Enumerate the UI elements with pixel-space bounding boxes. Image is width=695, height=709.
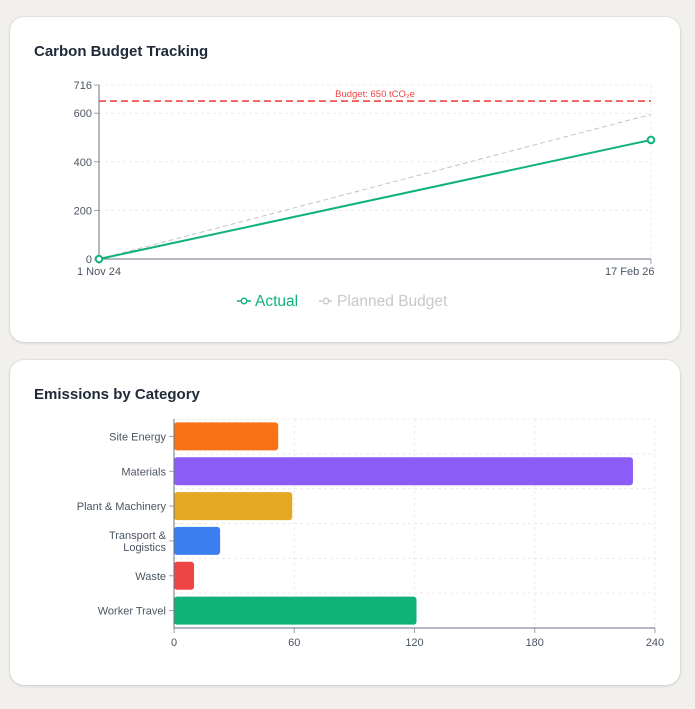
card-title: Emissions by Category [34, 386, 200, 403]
carbon-budget-card: Carbon Budget Tracking 0 200 400 600 716 1 No… [10, 17, 680, 342]
legend-item: Planned Budget [319, 293, 448, 310]
legend-marker [240, 297, 248, 305]
emissions-bar-chart: 0 60 120 180 240 Site Energy Materials Plant & … [77, 418, 664, 649]
x-tick-label: 1 Nov 24 [77, 266, 121, 278]
legend-marker [322, 297, 330, 305]
y-tick-label: 600 [74, 108, 92, 120]
category-label-line: Transport & [109, 530, 167, 542]
bar-waste [174, 561, 195, 590]
category-label-line: Site Energy [109, 431, 166, 443]
category-label: Materials [121, 466, 166, 478]
category-label: Plant & Machinery [77, 501, 167, 513]
legend-item: Actual [237, 293, 298, 310]
category-label: Waste [135, 571, 166, 583]
bar-worker-travel [174, 596, 417, 625]
category-label-line: Plant & Machinery [77, 501, 167, 513]
series-line-planned-budget [98, 113, 652, 260]
carbon-budget-line-chart: 0 200 400 600 716 1 Nov 24 17 Feb 26 Budget: 65… [74, 80, 656, 310]
series-line-actual [98, 138, 652, 260]
category-label: Transport & Logistics [109, 530, 167, 554]
data-point [646, 135, 656, 145]
x-tick-label: 240 [646, 637, 664, 649]
y-tick-label: 400 [74, 157, 92, 169]
bar-materials [174, 457, 633, 486]
x-tick-label: 60 [288, 637, 300, 649]
emissions-category-card: Emissions by Category 0 60 120 180 240 Site E… [10, 360, 680, 685]
category-label-line: Logistics [123, 542, 166, 554]
category-label: Site Energy [109, 431, 166, 443]
card-title: Carbon Budget Tracking [34, 43, 209, 60]
x-tick-label: 120 [405, 637, 423, 649]
y-tick-label: 200 [74, 205, 92, 217]
y-tick-label: 0 [86, 254, 92, 266]
y-tick-label: 716 [74, 80, 92, 92]
data-point [94, 254, 104, 264]
bar-plant-machinery [174, 492, 293, 521]
category-label-line: Materials [121, 466, 166, 478]
legend-label: Planned Budget [337, 293, 448, 310]
budget-reference-label: Budget: 650 tCO₂e [335, 89, 415, 100]
x-tick-label: 180 [526, 637, 544, 649]
category-label: Worker Travel [98, 606, 166, 618]
category-label-line: Worker Travel [98, 606, 166, 618]
bar-transport-logistics [174, 526, 221, 555]
x-tick-label: 0 [171, 637, 177, 649]
bar-site-energy [174, 422, 279, 451]
legend-label: Actual [255, 293, 298, 310]
category-label-line: Waste [135, 571, 166, 583]
x-tick-label: 17 Feb 26 [605, 266, 655, 278]
